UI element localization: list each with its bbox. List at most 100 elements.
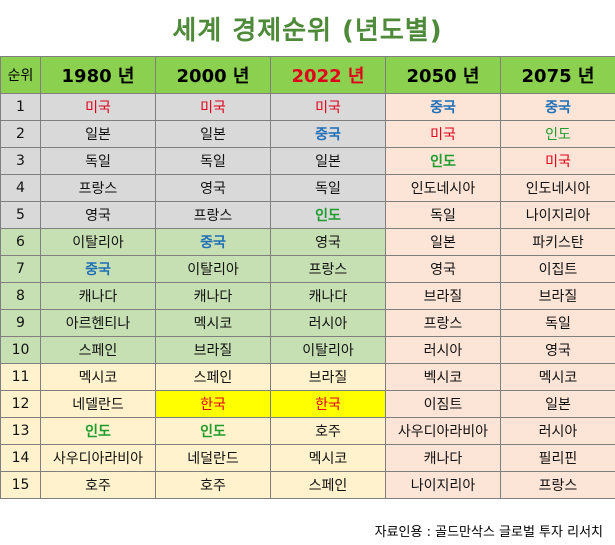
country-cell: 한국 [155, 390, 271, 418]
country-cell: 사우디아라비아 [385, 417, 501, 445]
country-cell: 호주 [155, 471, 271, 499]
country-cell: 영국 [270, 228, 386, 256]
page-title: 세계 경제순위 (년도별) [172, 15, 443, 46]
country-cell: 영국 [385, 255, 501, 283]
country-cell: 네덜란드 [155, 444, 271, 472]
table-row: 9 아르헨티나 멕시코 러시아 프랑스 독일 [0, 309, 615, 337]
country-cell: 멕시코 [40, 363, 156, 391]
country-cell: 호주 [270, 417, 386, 445]
country-cell: 미국 [40, 93, 156, 121]
country-cell: 브라질 [500, 282, 615, 310]
country-cell: 인도네시아 [385, 174, 501, 202]
rank-cell: 14 [0, 444, 41, 472]
rank-cell: 2 [0, 120, 41, 148]
country-cell: 프랑스 [500, 471, 615, 499]
country-cell: 필리핀 [500, 444, 615, 472]
country-cell: 이탈리아 [155, 255, 271, 283]
country-cell: 일본 [500, 390, 615, 418]
country-cell: 중국 [385, 93, 501, 121]
year-header: 2000 년 [155, 56, 271, 94]
country-cell: 독일 [155, 147, 271, 175]
country-cell: 이탈리아 [40, 228, 156, 256]
table-row: 11 멕시코 스페인 브라질 벡시코 멕시코 [0, 363, 615, 391]
country-cell: 스페인 [270, 471, 386, 499]
country-cell: 브라질 [385, 282, 501, 310]
rank-cell: 11 [0, 363, 41, 391]
country-cell: 중국 [500, 93, 615, 121]
year-header: 2075 년 [500, 56, 615, 94]
country-cell: 독일 [385, 201, 501, 229]
country-cell: 인도네시아 [500, 174, 615, 202]
rank-cell: 5 [0, 201, 41, 229]
country-cell: 한국 [270, 390, 386, 418]
table-row: 4 프랑스 영국 독일 인도네시아 인도네시아 [0, 174, 615, 202]
rank-cell: 10 [0, 336, 41, 364]
country-cell: 사우디아라비아 [40, 444, 156, 472]
country-cell: 이짐트 [385, 390, 501, 418]
rank-cell: 9 [0, 309, 41, 337]
country-cell: 일본 [270, 147, 386, 175]
rank-cell: 12 [0, 390, 41, 418]
rank-cell: 7 [0, 255, 41, 283]
country-cell: 미국 [385, 120, 501, 148]
country-cell: 프랑스 [155, 201, 271, 229]
country-cell: 멕시코 [500, 363, 615, 391]
country-cell: 일본 [40, 120, 156, 148]
table-row: 10 스페인 브라질 이탈리아 러시아 영국 [0, 336, 615, 364]
country-cell: 러시아 [385, 336, 501, 364]
country-cell: 영국 [155, 174, 271, 202]
country-cell: 호주 [40, 471, 156, 499]
country-cell: 독일 [270, 174, 386, 202]
rank-cell: 13 [0, 417, 41, 445]
year-header: 1980 년 [40, 56, 156, 94]
table-body: 1 미국 미국 미국 중국 중국 2 일본 일본 중국 미국 인도 3 독일 독일 일본 인도 미국 4 프랑스 영국 독… [0, 93, 615, 499]
table-row: 2 일본 일본 중국 미국 인도 [0, 120, 615, 148]
country-cell: 스페인 [40, 336, 156, 364]
country-cell: 캐나다 [385, 444, 501, 472]
rank-cell: 1 [0, 93, 41, 121]
country-cell: 멕시코 [270, 444, 386, 472]
rank-cell: 6 [0, 228, 41, 256]
country-cell: 브라질 [155, 336, 271, 364]
table-row: 1 미국 미국 미국 중국 중국 [0, 93, 615, 121]
country-cell: 독일 [40, 147, 156, 175]
rank-cell: 4 [0, 174, 41, 202]
country-cell: 러시아 [270, 309, 386, 337]
country-cell: 멕시코 [155, 309, 271, 337]
year-header: 2050 년 [385, 56, 501, 94]
table-row: 14 사우디아라비아 네덜란드 멕시코 캐나다 필리핀 [0, 444, 615, 472]
table-row: 12 네델란드 한국 한국 이짐트 일본 [0, 390, 615, 418]
country-cell: 브라질 [270, 363, 386, 391]
rank-cell: 15 [0, 471, 41, 499]
country-cell: 영국 [40, 201, 156, 229]
table-row: 7 중국 이탈리아 프랑스 영국 이집트 [0, 255, 615, 283]
country-cell: 파키스탄 [500, 228, 615, 256]
country-cell: 프랑스 [270, 255, 386, 283]
country-cell: 인도 [270, 201, 386, 229]
country-cell: 중국 [155, 228, 271, 256]
country-cell: 중국 [40, 255, 156, 283]
country-cell: 이집트 [500, 255, 615, 283]
country-cell: 캐나다 [155, 282, 271, 310]
country-cell: 나이지리아 [500, 201, 615, 229]
country-cell: 인도 [385, 147, 501, 175]
source-note: 자료인용 : 골드만삭스 글로벌 투자 리서치 [374, 524, 603, 540]
year-header: 2022 년 [270, 56, 386, 94]
ranking-table: 순위 1980 년 2000 년 2022 년 2050 년 2075 년 1 미국 미국 미… [0, 56, 615, 499]
country-cell: 네델란드 [40, 390, 156, 418]
table-row: 6 이탈리아 중국 영국 일본 파키스탄 [0, 228, 615, 256]
country-cell: 캐나다 [40, 282, 156, 310]
rank-cell: 8 [0, 282, 41, 310]
country-cell: 독일 [500, 309, 615, 337]
country-cell: 일본 [155, 120, 271, 148]
country-cell: 프랑스 [40, 174, 156, 202]
country-cell: 러시아 [500, 417, 615, 445]
table-row: 13 인도 인도 호주 사우디아라비아 러시아 [0, 417, 615, 445]
country-cell: 이탈리아 [270, 336, 386, 364]
country-cell: 나이지리아 [385, 471, 501, 499]
country-cell: 인도 [500, 120, 615, 148]
country-cell: 아르헨티나 [40, 309, 156, 337]
country-cell: 벡시코 [385, 363, 501, 391]
country-cell: 일본 [385, 228, 501, 256]
rank-cell: 3 [0, 147, 41, 175]
